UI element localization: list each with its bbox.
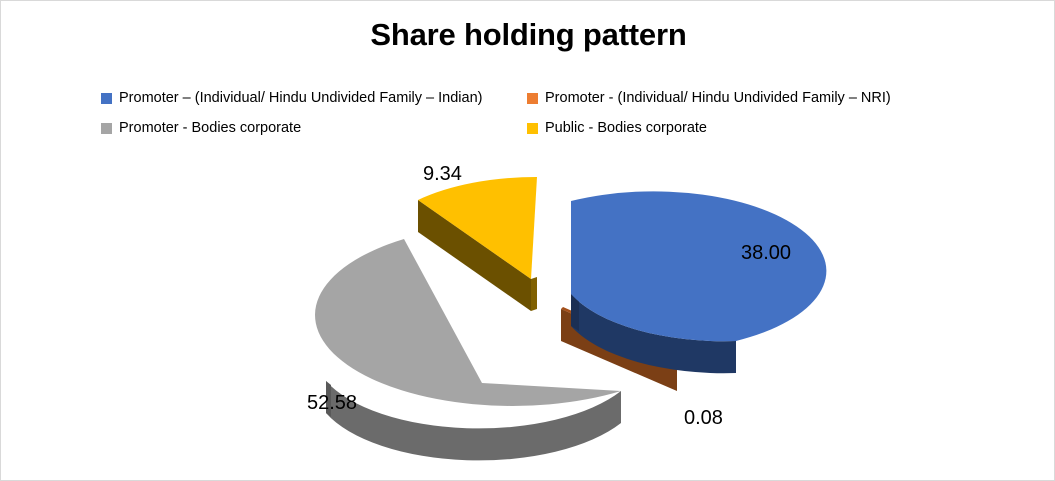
- pie-slice-gray-top: [315, 239, 621, 406]
- data-label-public-bodies-corporate: 9.34: [423, 163, 462, 185]
- data-label-promoter-individual-nri: 0.08: [684, 407, 723, 429]
- data-label-promoter-bodies-corporate: 52.58: [307, 392, 358, 414]
- legend-swatch-promoter-bodies-corporate: [101, 122, 112, 134]
- pie-chart-svg: [315, 176, 827, 461]
- pie-slice-blue-side-left: [571, 294, 579, 331]
- legend-row: Promoter - Bodies corporate Public - Bod…: [101, 113, 961, 143]
- pie-slice-promoter-individual-indian[interactable]: [571, 191, 827, 374]
- pie-slice-gray-side: [326, 381, 621, 461]
- chart-legend: Promoter – (Individual/ Hindu Undivided …: [101, 83, 961, 143]
- legend-swatch-public-bodies-corporate: [527, 122, 538, 134]
- pie-slice-blue-side: [571, 294, 736, 374]
- legend-swatch-promoter-individual-nri: [527, 92, 538, 104]
- pie-slice-yellow-top: [418, 176, 537, 279]
- legend-label-public-bodies-corporate: Public - Bodies corporate: [545, 119, 707, 136]
- pie-slice-gray-side-edge: [326, 381, 331, 417]
- pie-slice-yellow-side: [418, 200, 531, 311]
- data-label-promoter-individual-indian: 38.00: [741, 242, 792, 264]
- pie-chart-area: 9.34 38.00 52.58 0.08: [1, 151, 1054, 471]
- legend-row: Promoter – (Individual/ Hindu Undivided …: [101, 83, 961, 113]
- legend-swatch-promoter-individual-indian: [101, 92, 112, 104]
- legend-label-promoter-bodies-corporate: Promoter - Bodies corporate: [119, 119, 302, 136]
- legend-label-promoter-individual-nri: Promoter - (Individual/ Hindu Undivided …: [545, 89, 891, 106]
- legend-item-promoter-individual-indian[interactable]: Promoter – (Individual/ Hindu Undivided …: [101, 85, 527, 111]
- chart-title: Share holding pattern: [370, 17, 687, 52]
- pie-slice-public-bodies-corporate[interactable]: [418, 176, 537, 311]
- legend-item-promoter-bodies-corporate[interactable]: Promoter - Bodies corporate: [101, 115, 527, 141]
- pie-slice-promoter-bodies-corporate[interactable]: [315, 239, 621, 461]
- legend-label-promoter-individual-indian: Promoter – (Individual/ Hindu Undivided …: [119, 89, 483, 106]
- legend-item-promoter-individual-nri[interactable]: Promoter - (Individual/ Hindu Undivided …: [527, 85, 947, 111]
- legend-item-public-bodies-corporate[interactable]: Public - Bodies corporate: [527, 115, 947, 141]
- pie-slice-blue-top: [571, 191, 827, 342]
- pie-slice-yellow-side-outer: [531, 277, 537, 311]
